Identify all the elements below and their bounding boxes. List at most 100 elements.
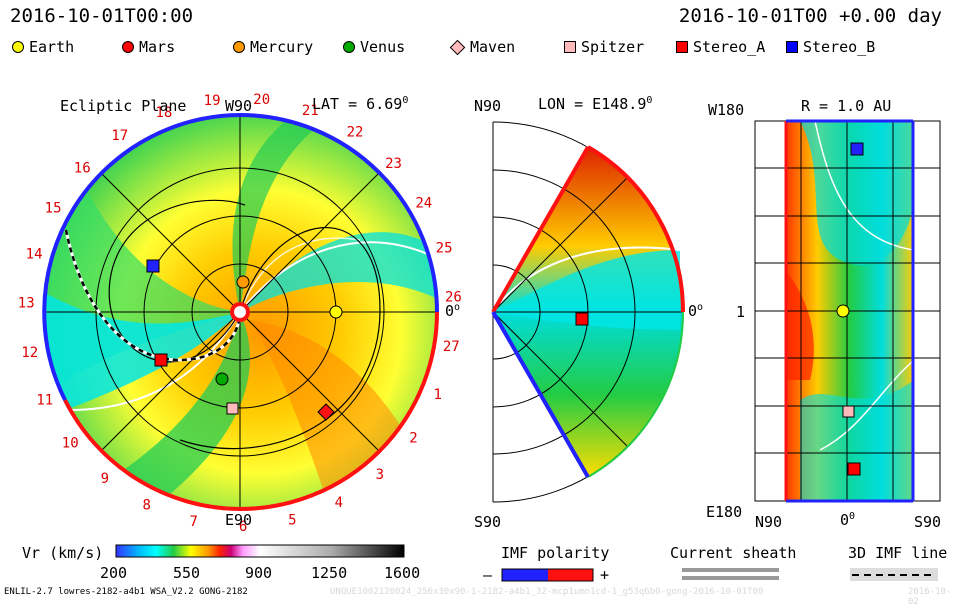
marker-spitzer-map — [842, 405, 855, 418]
marker-stereo-a-map — [847, 462, 861, 476]
circle-marker-icon — [122, 41, 134, 53]
polarity-arc-red-1 — [239, 311, 439, 511]
map-panel — [754, 119, 941, 503]
legend-item-spitzer: Spitzer — [564, 38, 644, 56]
imf-polarity-red — [548, 569, 593, 581]
map-mid-left-label: 1 — [736, 303, 746, 321]
carrington-number: 24 — [415, 195, 432, 211]
meridional-arc-red — [586, 145, 686, 313]
meridional-arc-green — [587, 311, 685, 478]
circle-marker-icon — [233, 41, 245, 53]
marker-stereo-b-ecliptic — [146, 259, 160, 273]
imf-spiral — [179, 226, 381, 450]
ecliptic-green-arm — [60, 312, 250, 509]
meridional-lon-label: LON = E148.90 — [538, 95, 653, 113]
map-title: R = 1.0 AU — [801, 97, 892, 115]
carrington-number: 11 — [36, 393, 53, 409]
map-cyan-bottom — [800, 380, 914, 501]
marker-venus — [215, 372, 229, 386]
legend-label: Stereo_A — [693, 38, 766, 56]
colorbar — [115, 544, 405, 558]
carrington-number: 18 — [155, 105, 172, 121]
legend-label: Mercury — [250, 38, 314, 56]
carrington-number: 27 — [443, 339, 460, 355]
ecliptic-cyan-arm — [240, 232, 437, 312]
marker-stereo-b-map — [850, 142, 864, 156]
meridional-edge-red — [491, 146, 590, 313]
ecliptic-panel: 19 20212223242526271234567891011121314151… — [18, 92, 462, 535]
meridional-top-label: N90 — [474, 97, 502, 115]
footer-run-id: UNQUE1002120024_256x30x90-1-2182-a4b1_32… — [330, 587, 764, 597]
meridional-diag-1 — [492, 177, 628, 313]
imf-polarity-minus: – — [483, 566, 493, 584]
current-sheet-line-1 — [239, 241, 431, 313]
map-bottom-n90: N90 — [755, 513, 783, 531]
legend-label: Mars — [139, 38, 176, 56]
imf-polarity-label: IMF polarity — [501, 544, 610, 562]
polarity-arc-blue-2 — [42, 113, 241, 401]
current-sheath-label: Current sheath — [670, 544, 797, 562]
marker-mars — [154, 353, 168, 367]
marker-earth-ecliptic — [329, 305, 343, 319]
carrington-number: 23 — [385, 156, 402, 172]
footer-date-stamp: 2016-10-02 — [908, 587, 952, 607]
legend-item-venus: Venus — [343, 38, 405, 56]
carrington-number: 16 — [74, 160, 91, 176]
carrington-number: 12 — [21, 345, 38, 361]
carrington-number: 4 — [335, 495, 343, 511]
carrington-number: 1 — [433, 387, 441, 403]
colorbar-tick-550: 550 — [173, 564, 201, 582]
colorbar-tick-1250: 1250 — [311, 564, 348, 582]
carrington-number: 17 — [111, 128, 128, 144]
carrington-number: 20 — [253, 92, 270, 108]
legend-label: Stereo_B — [803, 38, 876, 56]
legend-item-stereo-b: Stereo_B — [786, 38, 875, 56]
marker-earth-map — [836, 304, 850, 318]
marker-mercury — [236, 275, 250, 289]
square-marker-icon — [676, 41, 688, 53]
carrington-number: 25 — [436, 241, 453, 257]
map-bottom-zero: 00 — [840, 511, 856, 529]
current-sheath-line-1 — [682, 568, 779, 572]
current-sheet-line-3 — [239, 237, 361, 313]
imf-line-label: 3D IMF line — [848, 544, 948, 562]
map-bottom-s90: S90 — [914, 513, 942, 531]
footer-model: ENLIL-2.7 lowres-2182-a4b1 WSA_V2.2 GONG… — [4, 587, 248, 597]
colorbar-tick-900: 900 — [245, 564, 273, 582]
colorbar-label: Vr (km/s) — [22, 544, 104, 562]
carrington-number: 2 — [409, 430, 417, 446]
datetime-left: 2016-10-01T00:00 — [10, 5, 194, 27]
object-markers — [146, 142, 864, 476]
carrington-number: 15 — [45, 201, 62, 217]
carrington-number: 6 — [239, 519, 247, 535]
carrington-number: 5 — [288, 513, 296, 529]
imf-polarity-plus: + — [600, 566, 610, 584]
polarity-arc-blue-1 — [239, 113, 439, 313]
legend-item-mars: Mars — [122, 38, 175, 56]
meridional-sheath — [492, 246, 681, 313]
legend-item-mercury: Mercury — [233, 38, 313, 56]
map-bottom-left-label: E180 — [706, 503, 743, 521]
map-top-left-label: W180 — [708, 101, 745, 119]
square-marker-icon — [786, 41, 798, 53]
map-sheath-2 — [819, 359, 915, 451]
imf-polarity-frame — [501, 568, 594, 582]
marker-stereo-a-meridional — [575, 312, 589, 326]
carrington-number: 26 — [445, 290, 462, 306]
legend-label: Spitzer — [581, 38, 645, 56]
carrington-number: 21 — [302, 103, 319, 119]
carrington-number: 7 — [189, 514, 197, 530]
circle-marker-icon — [12, 41, 24, 53]
ecliptic-bottom-label: E90 — [225, 511, 253, 529]
carrington-number: 19 — [204, 93, 221, 109]
carrington-number: 3 — [376, 467, 384, 483]
ecliptic-top-label: W90 — [225, 97, 253, 115]
meridional-diag-2 — [492, 311, 628, 447]
datetime-right: 2016-10-01T00 +0.00 day — [678, 5, 942, 27]
carrington-number: 13 — [18, 296, 35, 312]
square-marker-icon — [564, 41, 576, 53]
current-sheath-line-2 — [682, 576, 779, 580]
ecliptic-right-label: 0o — [445, 302, 461, 320]
imf-3d-line — [64, 229, 242, 362]
